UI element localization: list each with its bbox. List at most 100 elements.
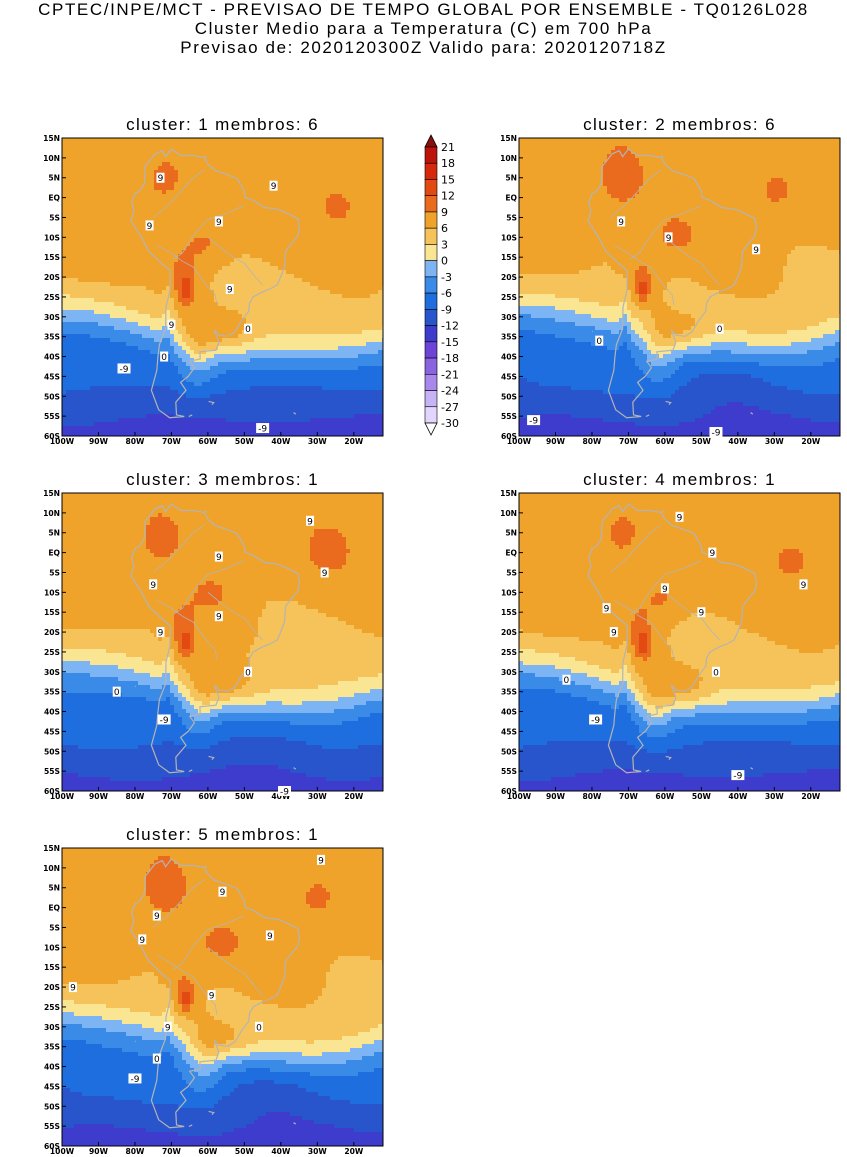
border-line	[156, 244, 218, 305]
lat-tick-label: 35S	[501, 688, 517, 697]
island	[188, 414, 193, 418]
map-panel-4: cluster: 4 membros: 1 15N 10N 5N EQ 5S 10S 15S 2…	[500, 470, 841, 801]
contour-label: -9	[128, 1073, 142, 1085]
contour-label-text: 9	[147, 222, 153, 232]
coastline	[587, 148, 758, 419]
lon-tick-label: 50W	[692, 792, 712, 801]
lat-tick-label: 35S	[44, 1043, 60, 1052]
contour-label-text: 9	[158, 174, 164, 184]
lat-tick-label: 15N	[500, 134, 517, 143]
island	[645, 414, 650, 418]
contour-label: 9	[68, 982, 77, 994]
lon-tick-label: 40W	[728, 437, 748, 446]
contour-label: -9	[709, 427, 723, 439]
contour-label-text: 0	[717, 325, 723, 335]
lon-tick-label: 90W	[546, 437, 566, 446]
lon-tick-label: 30W	[765, 792, 785, 801]
lat-tick-label: 5N	[505, 174, 517, 183]
contour-label: 9	[149, 579, 158, 591]
lon-tick-label: 100W	[50, 437, 75, 446]
lat-tick-label: 10S	[44, 588, 60, 597]
lat-tick-label: 20S	[44, 628, 60, 637]
lon-tick-label: 60W	[198, 792, 218, 801]
lon-tick-label: 70W	[619, 437, 639, 446]
lon-tick-label: 100W	[507, 792, 532, 801]
colorbar-label: -18	[441, 352, 459, 365]
lon-tick-label: 60W	[655, 792, 675, 801]
colorbar-swatch	[424, 195, 438, 213]
lat-tick-label: 35S	[44, 688, 60, 697]
lat-tick-label: 15N	[43, 489, 60, 498]
lon-tick-label: 70W	[162, 792, 182, 801]
island	[661, 155, 664, 158]
contour-label: 0	[152, 1053, 161, 1065]
map-panel-5: cluster: 5 membros: 1 15N 10N 5N EQ 5S 10S 15S 2…	[43, 825, 384, 1156]
lat-tick-label: 50S	[44, 747, 60, 756]
colorbar-swatch	[424, 325, 438, 343]
colorbar-swatch	[424, 390, 438, 408]
lat-tick-label: 5S	[506, 213, 517, 222]
contour-label: 9	[617, 216, 626, 228]
contour-label-text: 9	[666, 234, 672, 244]
lat-tick-label: 60S	[44, 432, 60, 441]
contour-label: 9	[609, 627, 618, 639]
lon-tick-label: 70W	[162, 437, 182, 446]
border-line	[609, 524, 662, 573]
lat-tick-label: 60S	[501, 787, 517, 796]
colorbar-label: -3	[441, 271, 452, 284]
contour-label: 9	[214, 611, 223, 623]
lat-tick-label: 55S	[44, 767, 60, 776]
panel-title: cluster: 3 membros: 1	[126, 470, 319, 489]
lon-tick-label: 70W	[619, 792, 639, 801]
lat-tick-label: 35S	[501, 333, 517, 342]
colorbar-swatch	[424, 162, 438, 180]
contour-label-text: 9	[227, 285, 233, 295]
lat-tick-label: 15N	[43, 134, 60, 143]
contour-label: 9	[306, 515, 315, 527]
coastline	[130, 503, 301, 774]
contour-label: -9	[731, 770, 745, 782]
contour-label-text: -9	[130, 1075, 139, 1085]
lon-tick-label: 90W	[89, 1147, 109, 1156]
lat-tick-label: 30S	[44, 313, 60, 322]
contour-label: 0	[112, 686, 121, 698]
lat-tick-label: 15S	[501, 608, 517, 617]
contour-label: -9	[256, 423, 270, 435]
lon-tick-label: 20W	[344, 437, 364, 446]
lat-tick-label: 30S	[501, 668, 517, 677]
contour-label-text: 0	[245, 668, 251, 678]
contour-label: 9	[152, 910, 161, 922]
lat-tick-label: 45S	[501, 372, 517, 381]
lat-tick-label: 5S	[49, 213, 60, 222]
colorbar-swatch	[424, 341, 438, 359]
border-line	[156, 599, 218, 660]
lon-tick-label: 90W	[89, 437, 109, 446]
island	[188, 1124, 193, 1128]
temperature-field	[519, 493, 840, 791]
contour-label-text: 9	[216, 613, 222, 623]
border-line	[172, 560, 245, 615]
contour-label: 9	[799, 579, 808, 591]
colorbar-label: -30	[441, 417, 459, 430]
contour-label-text: 9	[677, 513, 683, 523]
lat-tick-label: 10N	[43, 154, 60, 163]
panel-title: cluster: 5 membros: 1	[126, 825, 319, 844]
contour-label: 9	[269, 180, 278, 192]
lat-tick-label: 55S	[44, 412, 60, 421]
colorbar-swatch	[424, 146, 438, 164]
lat-tick-label: 10N	[500, 154, 517, 163]
lat-tick-label: 5S	[49, 568, 60, 577]
lat-tick-label: 45S	[44, 1082, 60, 1091]
lat-tick-label: 20S	[44, 983, 60, 992]
colorbar-label: -15	[441, 336, 459, 349]
contour-label-text: 9	[709, 549, 715, 559]
contour-label-text: -9	[733, 772, 742, 782]
contour-label: 9	[163, 1021, 172, 1033]
border-line	[609, 169, 662, 218]
map-panel-1: cluster: 1 membros: 6 15N 10N 5N EQ 5S 10S 15S 2…	[43, 115, 384, 446]
colorbar-label: 3	[441, 238, 448, 251]
contour-label: -9	[278, 786, 292, 798]
colorbar: 21 18 15 12 9 6 3 0 -3 -6 -9 -12 -15 -18 -21 -24 -27 -30	[424, 134, 459, 436]
header-line-1: CPTEC/INPE/MCT - PREVISAO DE TEMPO GLOBA…	[0, 0, 847, 20]
